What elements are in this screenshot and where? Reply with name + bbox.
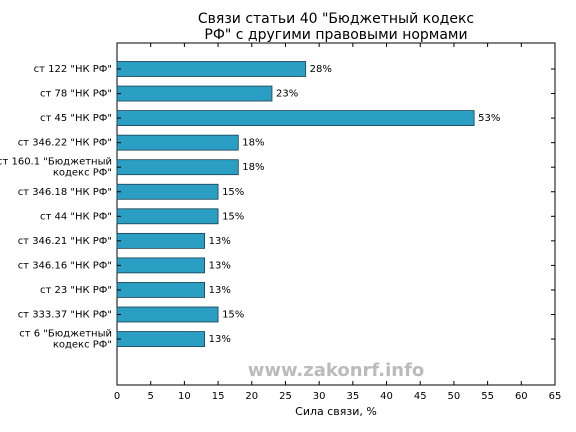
y-tick-label: ст 78 "НК РФ" — [40, 89, 112, 100]
data-label: 18% — [242, 162, 264, 173]
chart-title: Связи статьи 40 "Бюджетный кодекс — [198, 11, 474, 27]
x-tick-label: 15 — [212, 391, 225, 402]
bar — [116, 61, 307, 77]
watermark: www.zakonrf.info — [248, 360, 425, 381]
data-label: 15% — [222, 211, 244, 222]
y-tick-label: ст 160.1 "Бюджетный — [0, 157, 112, 168]
data-label: 23% — [276, 89, 298, 100]
data-label: 13% — [209, 260, 231, 271]
x-axis-label: Сила связи, % — [295, 405, 377, 418]
y-tick-label: ст 346.21 "НК РФ" — [18, 236, 112, 247]
data-label: 13% — [209, 236, 231, 247]
x-tick-label: 20 — [245, 391, 258, 402]
data-label: 28% — [310, 64, 332, 75]
x-tick-label: 10 — [178, 391, 191, 402]
x-tick-label: 55 — [481, 391, 494, 402]
x-tick-label: 50 — [448, 391, 461, 402]
x-tick-label: 35 — [346, 391, 359, 402]
x-tick-label: 0 — [114, 391, 120, 402]
x-tick-label: 40 — [380, 391, 393, 402]
bar — [116, 208, 219, 225]
data-label: 13% — [209, 334, 231, 345]
y-tick-label: ст 45 "НК РФ" — [40, 113, 112, 124]
x-tick-label: 60 — [515, 391, 528, 402]
y-tick-label: ст 122 "НК РФ" — [34, 64, 112, 75]
y-tick-label: ст 6 "Бюджетный — [19, 329, 112, 340]
y-tick-label: ст 346.16 "НК РФ" — [18, 260, 112, 271]
y-tick-label: ст 44 "НК РФ" — [40, 211, 112, 222]
bar — [116, 232, 205, 249]
data-label: 53% — [478, 113, 500, 124]
chart-title: РФ" с другими правовыми нормами — [204, 27, 467, 43]
y-tick-label: ст 346.18 "НК РФ" — [18, 187, 112, 198]
x-tick-label: 25 — [279, 391, 292, 402]
y-tick-label: кодекс РФ" — [53, 168, 112, 179]
bar — [116, 306, 219, 323]
bar — [116, 257, 205, 274]
x-tick-label: 5 — [148, 391, 154, 402]
bar — [116, 110, 475, 126]
x-tick-label: 65 — [549, 391, 562, 402]
y-tick-label: ст 333.37 "НК РФ" — [18, 310, 112, 321]
x-tick-label: 30 — [313, 391, 326, 402]
data-label: 18% — [242, 138, 264, 149]
data-label: 15% — [222, 187, 244, 198]
bar — [116, 331, 205, 347]
bar — [116, 134, 239, 151]
bar — [116, 282, 205, 298]
data-label: 13% — [209, 285, 231, 296]
bar — [116, 183, 219, 200]
bar — [116, 159, 239, 176]
data-label: 15% — [222, 310, 244, 321]
x-tick-label: 45 — [414, 391, 427, 402]
y-tick-label: ст 23 "НК РФ" — [40, 285, 112, 296]
y-tick-label: кодекс РФ" — [53, 340, 112, 351]
y-tick-label: ст 346.22 "НК РФ" — [18, 138, 112, 149]
bar — [116, 85, 273, 102]
